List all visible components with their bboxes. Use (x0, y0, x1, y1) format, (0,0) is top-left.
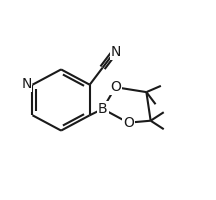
Text: N: N (21, 77, 32, 91)
Text: B: B (98, 102, 108, 116)
Text: O: O (110, 80, 121, 94)
Text: N: N (110, 45, 121, 59)
Text: O: O (123, 116, 134, 130)
